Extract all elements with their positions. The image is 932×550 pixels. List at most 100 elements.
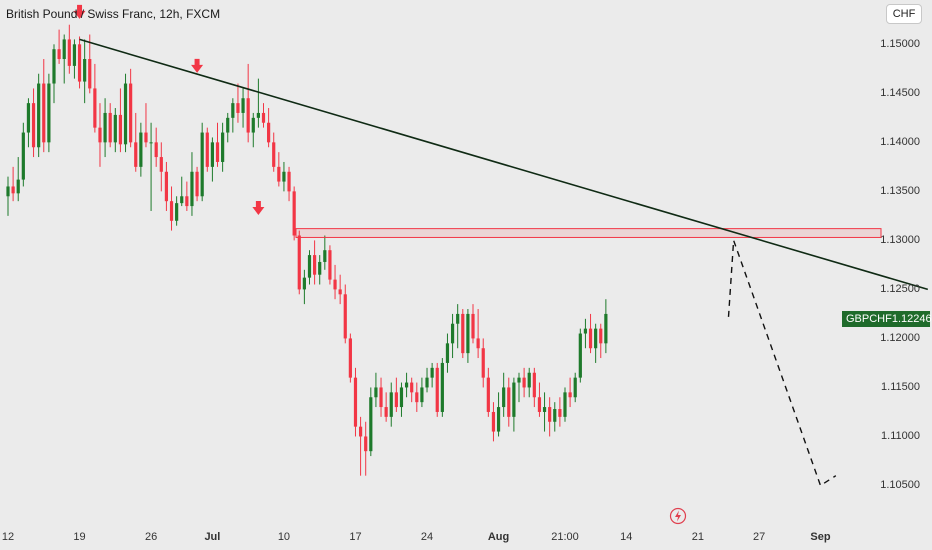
time-tick-label: Jul	[204, 531, 221, 543]
candle-body	[123, 83, 128, 145]
candle-body	[200, 132, 204, 197]
time-tick-label: Sep	[810, 531, 831, 543]
candle-body	[134, 142, 138, 167]
candle-body	[456, 313, 460, 324]
candle-body	[246, 98, 250, 133]
currency-button[interactable]: CHF	[886, 4, 922, 24]
candle-body	[72, 44, 77, 66]
candle-body	[185, 196, 189, 207]
candle-body	[558, 409, 562, 417]
candle-body	[21, 132, 25, 180]
candle-body	[226, 117, 230, 133]
candle-body	[195, 171, 199, 197]
time-tick-label: 21	[691, 531, 704, 543]
price-tick-label: 1.11500	[881, 381, 920, 394]
candle-body	[175, 203, 179, 221]
candle-body	[476, 338, 480, 349]
candle-body	[88, 59, 92, 89]
time-tick-label: 14	[620, 531, 633, 543]
time-tick-label: 17	[349, 531, 362, 543]
candle-body	[364, 436, 368, 452]
candle-body	[297, 235, 301, 290]
candle-body	[16, 179, 20, 194]
candle-body	[221, 132, 225, 162]
candle-body	[113, 114, 117, 143]
last-price-tag: GBPCHF 1.12246	[842, 311, 932, 327]
candle-body	[353, 377, 358, 427]
candle-body	[139, 132, 143, 167]
candle-body	[83, 59, 87, 82]
time-tick-label: 26	[144, 531, 158, 543]
candle-body	[461, 313, 465, 354]
candle-body	[93, 88, 97, 128]
candle-body	[563, 392, 567, 417]
down-arrow-marker	[191, 58, 204, 73]
candle-body	[399, 387, 404, 408]
candle-body	[358, 426, 363, 437]
candle-body	[502, 387, 506, 408]
time-tick-label: 27	[753, 531, 766, 543]
chart-title: British Pound / Swiss Franc, 12h, FXCM	[6, 7, 221, 21]
candle-body	[241, 98, 245, 113]
candle-body	[374, 387, 378, 398]
candle-body	[445, 343, 450, 363]
candle-body	[164, 171, 169, 202]
candle-body	[466, 313, 470, 354]
candle-body	[267, 122, 271, 143]
candle-body	[532, 372, 536, 398]
candle-body	[37, 83, 41, 148]
price-tick-label: 1.12000	[880, 332, 920, 345]
candle-body	[440, 362, 444, 412]
price-tag-value: 1.12246	[891, 313, 932, 325]
candle-body	[129, 83, 133, 143]
candle-body	[517, 377, 521, 383]
candle-body	[542, 407, 547, 412]
price-tick-label: 1.12500	[880, 283, 920, 296]
price-tick-label: 1.14500	[880, 87, 920, 100]
candle-body	[149, 142, 153, 144]
candle-body	[42, 83, 46, 143]
candle-body	[47, 83, 51, 143]
time-tick-label: 24	[420, 531, 434, 543]
candle-body	[282, 171, 286, 182]
candle-body	[251, 117, 255, 133]
candle-body	[379, 387, 383, 408]
candle-body	[486, 377, 490, 412]
price-tick-label: 1.14000	[880, 136, 920, 149]
candle-body	[491, 411, 496, 432]
candle-body	[144, 132, 148, 143]
candle-body	[272, 142, 276, 167]
candle-body	[573, 377, 577, 398]
projection-path	[727, 240, 837, 487]
candle-body	[103, 112, 107, 143]
trendline	[79, 38, 929, 291]
candle-body	[236, 103, 240, 113]
candle-body	[369, 397, 373, 452]
candle-body	[98, 127, 102, 143]
candle-body	[415, 392, 419, 403]
price-tick-label: 1.15000	[880, 38, 920, 51]
lightning-icon[interactable]	[669, 507, 687, 525]
candle-body	[302, 277, 306, 290]
candle-body	[553, 409, 557, 422]
candle-body	[410, 382, 414, 393]
candle-body	[256, 112, 260, 118]
candle-body	[26, 103, 31, 133]
candle-body	[394, 392, 398, 408]
candle-body	[215, 142, 220, 162]
candle-body	[180, 196, 184, 204]
candle-body	[205, 132, 209, 167]
candle-body	[420, 387, 424, 403]
candle-body	[261, 112, 266, 123]
candle-body	[435, 367, 439, 412]
candle-body	[159, 157, 163, 172]
candle-body	[507, 387, 511, 417]
candle-body	[67, 39, 71, 66]
candle-body	[313, 255, 317, 275]
candle-body	[323, 250, 327, 262]
price-tick-label: 1.13000	[880, 234, 920, 247]
candle-body	[348, 338, 352, 378]
candle-body	[343, 294, 347, 339]
time-tick-label: 12	[1, 531, 15, 543]
